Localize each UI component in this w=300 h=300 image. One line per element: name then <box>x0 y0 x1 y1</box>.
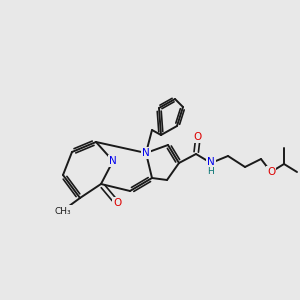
Text: N: N <box>207 157 215 167</box>
Text: CH₃: CH₃ <box>55 206 71 215</box>
Text: N: N <box>142 148 150 158</box>
Text: N: N <box>109 156 117 166</box>
Text: H: H <box>208 167 214 176</box>
Text: O: O <box>267 167 275 177</box>
Text: O: O <box>113 198 121 208</box>
Text: O: O <box>194 132 202 142</box>
